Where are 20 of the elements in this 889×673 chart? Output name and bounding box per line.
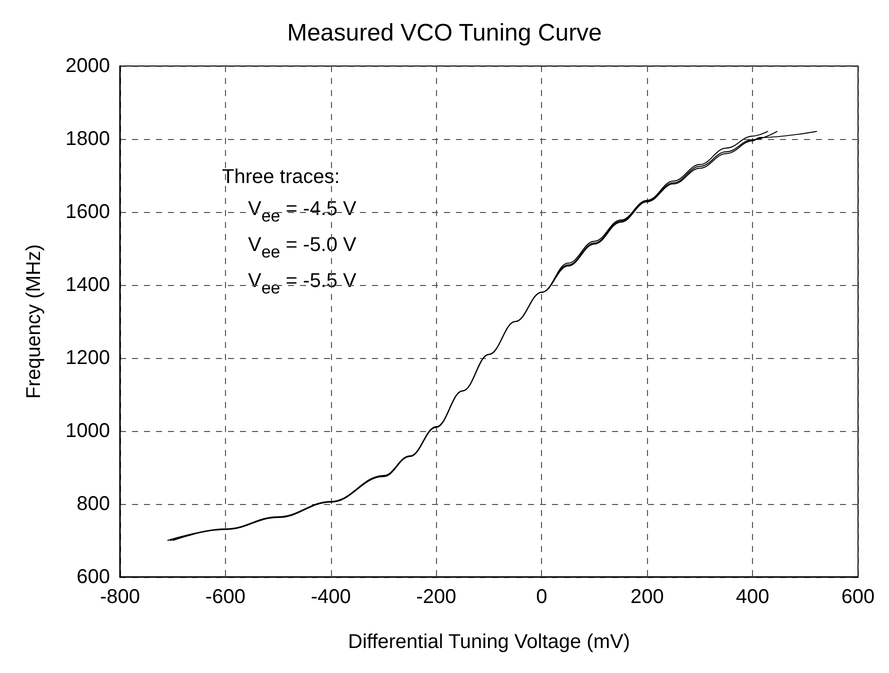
x-tick-label: -800 xyxy=(100,586,140,608)
chart-title: Measured VCO Tuning Curve xyxy=(287,20,602,46)
x-tick-label: 400 xyxy=(736,586,770,608)
x-tick-label: 600 xyxy=(841,586,875,608)
y-tick-label: 1400 xyxy=(66,274,110,296)
annotation: Three traces: xyxy=(222,166,340,188)
y-tick-label: 1600 xyxy=(66,201,110,223)
y-tick-label: 800 xyxy=(76,493,110,515)
x-tick-label: -400 xyxy=(310,586,351,608)
y-tick-label: 2000 xyxy=(66,55,110,77)
x-tick-label: -600 xyxy=(205,586,246,608)
y-axis-title: Frequency (MHz) xyxy=(23,244,45,399)
x-tick-label: 0 xyxy=(536,586,548,608)
y-tick-label: 600 xyxy=(76,566,110,588)
y-tick-label: 1800 xyxy=(66,128,110,150)
x-tick-label: -200 xyxy=(416,586,456,608)
x-axis-title: Differential Tuning Voltage (mV) xyxy=(348,631,630,653)
x-tick-label: 200 xyxy=(630,586,664,608)
y-tick-label: 1200 xyxy=(66,347,110,369)
y-tick-label: 1000 xyxy=(66,420,110,442)
